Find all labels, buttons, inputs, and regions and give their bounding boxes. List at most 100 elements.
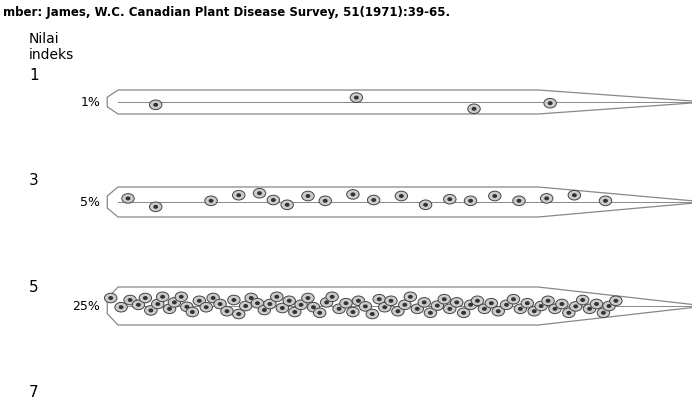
Text: mber: James, W.C. Canadian Plant Disease Survey, 51(1971):39-65.: mber: James, W.C. Canadian Plant Disease… xyxy=(3,6,450,19)
Ellipse shape xyxy=(167,307,172,311)
Ellipse shape xyxy=(179,295,183,299)
Ellipse shape xyxy=(326,292,338,302)
Ellipse shape xyxy=(154,205,158,209)
Ellipse shape xyxy=(399,300,411,310)
Ellipse shape xyxy=(385,296,397,306)
Ellipse shape xyxy=(461,311,466,315)
Ellipse shape xyxy=(556,299,568,309)
Ellipse shape xyxy=(149,100,162,110)
Ellipse shape xyxy=(209,199,213,203)
Ellipse shape xyxy=(163,304,176,314)
Ellipse shape xyxy=(450,298,463,307)
Ellipse shape xyxy=(329,295,335,299)
Ellipse shape xyxy=(244,304,248,308)
Ellipse shape xyxy=(468,104,480,114)
Ellipse shape xyxy=(145,306,157,315)
Ellipse shape xyxy=(154,103,158,107)
Ellipse shape xyxy=(251,298,264,308)
Ellipse shape xyxy=(402,303,407,307)
Ellipse shape xyxy=(233,309,245,319)
Ellipse shape xyxy=(464,300,477,310)
Ellipse shape xyxy=(127,298,133,302)
Ellipse shape xyxy=(122,194,134,203)
Ellipse shape xyxy=(599,196,612,206)
Ellipse shape xyxy=(236,312,241,316)
Ellipse shape xyxy=(421,300,426,304)
Ellipse shape xyxy=(336,307,342,311)
Ellipse shape xyxy=(356,299,361,303)
Ellipse shape xyxy=(175,292,188,302)
Ellipse shape xyxy=(292,310,298,314)
Ellipse shape xyxy=(217,302,223,306)
Ellipse shape xyxy=(492,306,504,316)
Ellipse shape xyxy=(547,101,552,105)
Ellipse shape xyxy=(324,300,329,304)
Ellipse shape xyxy=(528,306,540,316)
Ellipse shape xyxy=(492,194,497,198)
Ellipse shape xyxy=(333,304,345,314)
Ellipse shape xyxy=(274,295,280,299)
Ellipse shape xyxy=(228,295,240,305)
Ellipse shape xyxy=(590,299,603,309)
Ellipse shape xyxy=(447,197,453,201)
Ellipse shape xyxy=(363,304,368,308)
Ellipse shape xyxy=(538,304,544,308)
Ellipse shape xyxy=(149,202,162,212)
Ellipse shape xyxy=(143,296,147,300)
Ellipse shape xyxy=(350,310,356,314)
Ellipse shape xyxy=(262,308,267,312)
Ellipse shape xyxy=(311,305,316,309)
Text: 5: 5 xyxy=(29,280,39,295)
Ellipse shape xyxy=(253,188,266,198)
Ellipse shape xyxy=(285,203,290,207)
Ellipse shape xyxy=(313,308,326,318)
Ellipse shape xyxy=(573,304,579,308)
Ellipse shape xyxy=(210,296,216,300)
Ellipse shape xyxy=(168,298,181,307)
Ellipse shape xyxy=(418,298,430,307)
Ellipse shape xyxy=(594,302,599,306)
Ellipse shape xyxy=(317,311,322,315)
Ellipse shape xyxy=(319,196,331,206)
Text: 1: 1 xyxy=(29,68,39,83)
Ellipse shape xyxy=(535,301,547,311)
Ellipse shape xyxy=(500,300,513,310)
Ellipse shape xyxy=(214,299,226,309)
Ellipse shape xyxy=(392,306,404,316)
Ellipse shape xyxy=(255,301,260,305)
Ellipse shape xyxy=(298,303,303,307)
Ellipse shape xyxy=(340,298,352,308)
Ellipse shape xyxy=(489,301,494,305)
Ellipse shape xyxy=(289,307,301,317)
Ellipse shape xyxy=(181,302,193,312)
Ellipse shape xyxy=(267,302,273,306)
Ellipse shape xyxy=(155,302,161,306)
Ellipse shape xyxy=(295,300,307,310)
Ellipse shape xyxy=(207,293,219,303)
Ellipse shape xyxy=(428,311,433,315)
Ellipse shape xyxy=(518,307,523,311)
Ellipse shape xyxy=(197,299,202,303)
Ellipse shape xyxy=(271,292,283,302)
Ellipse shape xyxy=(258,305,271,315)
Ellipse shape xyxy=(322,199,328,203)
Ellipse shape xyxy=(108,296,113,300)
Ellipse shape xyxy=(264,299,276,309)
Ellipse shape xyxy=(148,308,153,312)
Ellipse shape xyxy=(382,305,388,309)
Ellipse shape xyxy=(482,307,487,311)
Ellipse shape xyxy=(350,192,356,196)
Ellipse shape xyxy=(546,299,551,303)
Ellipse shape xyxy=(276,303,289,313)
Ellipse shape xyxy=(186,307,199,317)
Ellipse shape xyxy=(115,302,127,312)
Ellipse shape xyxy=(471,296,484,306)
Ellipse shape xyxy=(572,193,577,197)
Text: 5%: 5% xyxy=(80,196,100,208)
Ellipse shape xyxy=(489,191,501,201)
Ellipse shape xyxy=(485,298,498,308)
Ellipse shape xyxy=(280,306,285,310)
Ellipse shape xyxy=(343,301,349,305)
Ellipse shape xyxy=(132,300,145,310)
Ellipse shape xyxy=(161,295,165,299)
